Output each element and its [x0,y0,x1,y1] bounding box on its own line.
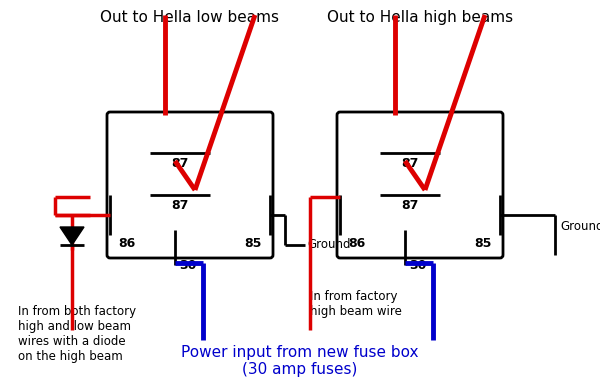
Text: In from both factory
high and low beam
wires with a diode
on the high beam: In from both factory high and low beam w… [18,305,136,363]
Text: 87: 87 [172,199,188,212]
Text: Power input from new fuse box
(30 amp fuses): Power input from new fuse box (30 amp fu… [181,345,419,378]
Text: 85: 85 [245,237,262,250]
Text: Out to Hella high beams: Out to Hella high beams [327,10,513,25]
Text: 86: 86 [118,237,135,250]
Text: 85: 85 [475,237,492,250]
Text: 87: 87 [172,157,188,170]
Text: 30: 30 [179,259,196,272]
FancyBboxPatch shape [107,112,273,258]
Text: 30: 30 [409,259,427,272]
Text: Ground: Ground [307,239,350,251]
Text: In from factory
high beam wire: In from factory high beam wire [310,290,402,318]
Polygon shape [60,227,84,245]
FancyBboxPatch shape [337,112,503,258]
Text: Out to Hella low beams: Out to Hella low beams [101,10,280,25]
Text: Ground: Ground [560,220,600,233]
Text: 86: 86 [348,237,365,250]
Text: 87: 87 [401,199,419,212]
Text: 87: 87 [401,157,419,170]
